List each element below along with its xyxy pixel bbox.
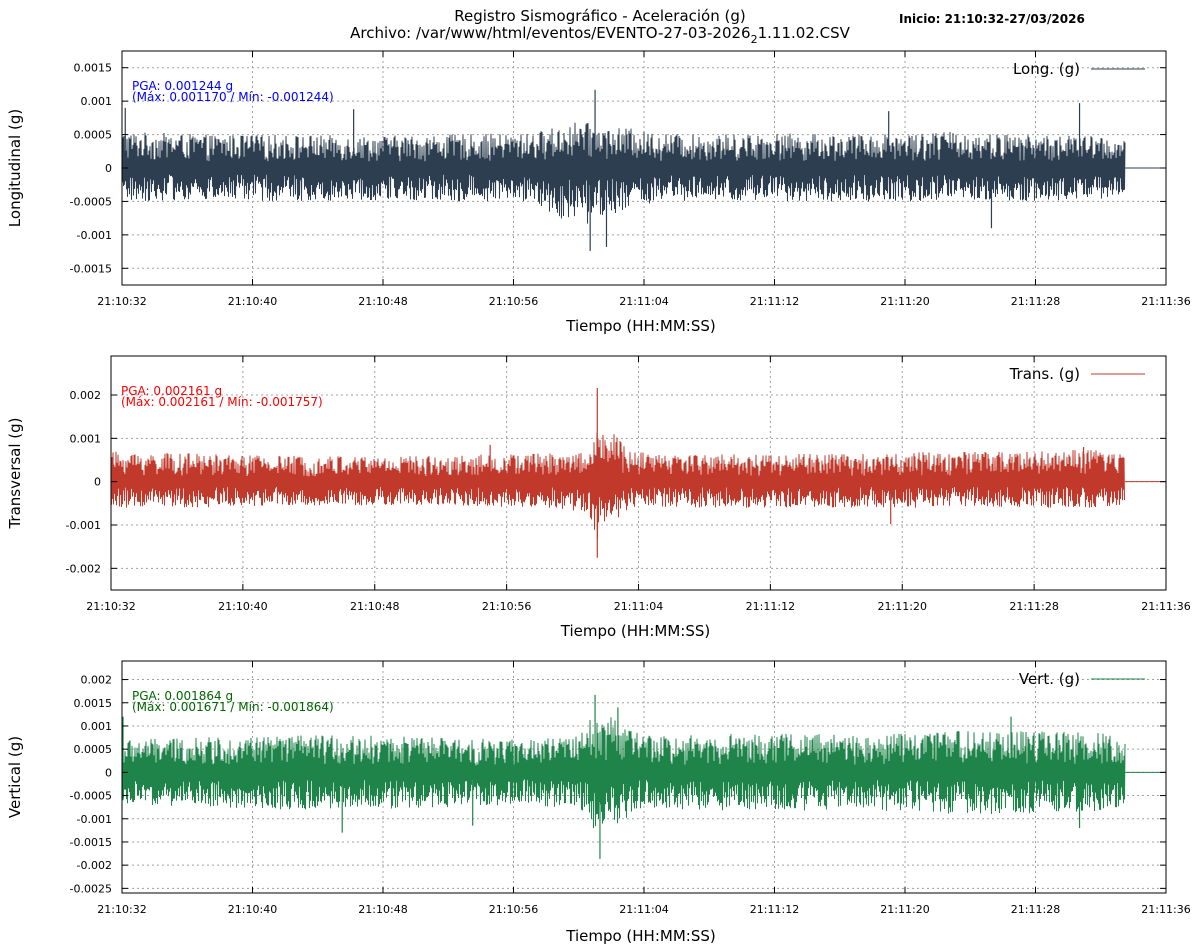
y-tick-label: -0.002 — [66, 562, 101, 575]
y-tick-label: -0.002 — [77, 859, 112, 872]
pga-annotation: PGA: 0.002161 g — [121, 384, 222, 398]
x-tick-label: 21:10:40 — [228, 903, 277, 916]
legend-label: Long. (g) — [1013, 60, 1080, 78]
y-tick-label: 0.002 — [70, 389, 102, 402]
x-tick-label: 21:11:36 — [1141, 903, 1190, 916]
x-tick-label: 21:10:56 — [489, 903, 538, 916]
y-tick-label: 0.001 — [70, 432, 102, 445]
signal-trace — [110, 432, 1125, 540]
y-tick-label: 0.002 — [81, 674, 113, 687]
y-tick-label: -0.0015 — [70, 836, 112, 849]
x-tick-label: 21:10:40 — [228, 295, 277, 308]
chart-panel-3: 0.002 0.0015 0.001 0.0005 0 -0.0005 -0.001 -0.0… — [6, 660, 1191, 945]
y-tick-label: -0.0015 — [70, 262, 112, 275]
pga-range-annotation: (Máx: 0.001170 / Mín: -0.001244) — [132, 90, 334, 104]
x-tick-label: 21:11:04 — [619, 295, 668, 308]
x-tick-label: 21:11:04 — [619, 903, 668, 916]
x-tick-label: 21:11:12 — [750, 295, 799, 308]
signal-trace — [121, 717, 1126, 829]
pga-annotation: PGA: 0.001864 g — [132, 689, 233, 703]
x-tick-label: 21:10:32 — [97, 903, 146, 916]
y-tick-label: 0.0015 — [74, 62, 113, 75]
y-tick-label: -0.0025 — [70, 882, 112, 895]
figure-title: Registro Sismográfico - Aceleración (g) — [454, 7, 745, 25]
y-tick-label: 0 — [94, 476, 101, 489]
y-tick-label: 0 — [105, 766, 112, 779]
x-tick-label: 21:11:20 — [878, 600, 927, 613]
x-tick-label: 21:10:48 — [358, 903, 407, 916]
y-tick-label: -0.001 — [77, 813, 112, 826]
y-axis-title: Vertical (g) — [6, 736, 24, 818]
x-tick-label: 21:10:56 — [482, 600, 531, 613]
x-tick-label: 21:10:48 — [358, 295, 407, 308]
file-name-subscript: 2 — [751, 33, 758, 46]
y-axis-title: Transversal (g) — [6, 417, 24, 529]
x-tick-label: 21:10:56 — [489, 295, 538, 308]
file-name: Archivo: /var/www/html/eventos/EVENTO-27… — [350, 24, 851, 46]
x-tick-label: 21:11:12 — [746, 600, 795, 613]
x-tick-label: 21:11:36 — [1141, 295, 1190, 308]
pga-range-annotation: (Máx: 0.002161 / Mín: -0.001757) — [121, 395, 323, 409]
x-tick-label: 21:10:40 — [218, 600, 267, 613]
y-tick-label: 0.0005 — [74, 129, 113, 142]
chart-panel-2: 0.002 0.001 0 -0.001 -0.002 21:10:32 21:10:40 2… — [6, 355, 1191, 640]
x-axis-title: Tiempo (HH:MM:SS) — [565, 317, 715, 335]
file-name-prefix: Archivo: /var/www/html/eventos/EVENTO-27… — [350, 24, 751, 42]
x-tick-label: 21:11:12 — [750, 903, 799, 916]
pga-annotation: PGA: 0.001244 g — [132, 79, 233, 93]
y-tick-label: 0 — [105, 162, 112, 175]
y-tick-label: 0.001 — [81, 95, 113, 108]
x-tick-label: 21:11:28 — [1009, 600, 1058, 613]
x-tick-label: 21:11:20 — [880, 903, 929, 916]
x-tick-label: 21:11:36 — [1141, 600, 1190, 613]
legend-label: Trans. (g) — [1009, 365, 1080, 383]
x-tick-label: 21:11:20 — [880, 295, 929, 308]
x-tick-label: 21:10:48 — [350, 600, 399, 613]
pga-range-annotation: (Máx: 0.001671 / Mín: -0.001864) — [132, 700, 334, 714]
x-tick-label: 21:11:28 — [1011, 903, 1060, 916]
y-tick-label: -0.001 — [66, 519, 101, 532]
x-tick-label: 21:10:32 — [97, 295, 146, 308]
start-time: Inicio: 21:10:32-27/03/2026 — [899, 12, 1085, 26]
y-tick-label: 0.001 — [81, 720, 113, 733]
y-tick-label: 0.0015 — [74, 697, 113, 710]
x-tick-label: 21:10:32 — [86, 600, 135, 613]
signal-trace — [121, 122, 1126, 224]
x-tick-label: 21:11:04 — [614, 600, 663, 613]
chart-panel-1: 0.0015 0.001 0.0005 0 -0.0005 -0.001 -0.0015 21… — [6, 50, 1191, 335]
x-axis-title: Tiempo (HH:MM:SS) — [565, 927, 715, 945]
legend-label: Vert. (g) — [1019, 670, 1080, 688]
y-tick-label: 0.0005 — [74, 743, 113, 756]
y-tick-label: -0.001 — [77, 229, 112, 242]
file-name-suffix: 1.11.02.CSV — [758, 24, 851, 42]
y-tick-label: -0.0005 — [70, 790, 112, 803]
x-axis-title: Tiempo (HH:MM:SS) — [560, 622, 710, 640]
x-tick-label: 21:11:28 — [1011, 295, 1060, 308]
y-tick-label: -0.0005 — [70, 195, 112, 208]
y-axis-title: Longitudinal (g) — [6, 109, 24, 227]
